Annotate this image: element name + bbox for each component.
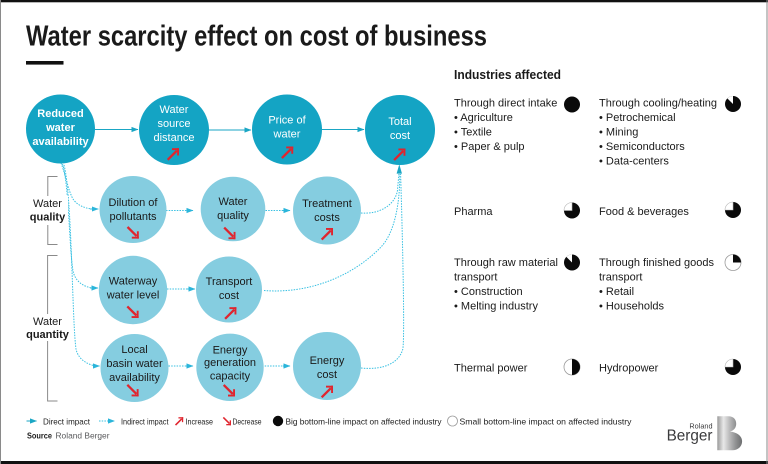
svg-text:basin water: basin water <box>106 358 163 370</box>
svg-text:Energy: Energy <box>213 345 248 357</box>
svg-text:Through raw material: Through raw material <box>454 257 558 269</box>
svg-text:• Paper & pulp: • Paper & pulp <box>454 141 525 153</box>
svg-text:costs: costs <box>314 212 340 224</box>
svg-text:water level: water level <box>106 290 160 302</box>
svg-text:Water: Water <box>33 198 62 210</box>
svg-text:Dilution of: Dilution of <box>109 197 159 209</box>
svg-text:quality: quality <box>217 210 249 222</box>
svg-text:Food & beverages: Food & beverages <box>599 206 689 218</box>
svg-text:• Textile: • Textile <box>454 127 492 139</box>
svg-text:pollutants: pollutants <box>109 211 157 223</box>
svg-text:distance: distance <box>154 132 195 144</box>
svg-text:Energy: Energy <box>310 355 345 367</box>
svg-text:Decrease: Decrease <box>233 416 262 426</box>
svg-text:water: water <box>273 129 301 141</box>
svg-text:Waterway: Waterway <box>109 276 158 288</box>
svg-text:Through cooling/heating: Through cooling/heating <box>599 98 717 110</box>
svg-text:Hydropower: Hydropower <box>599 363 659 375</box>
svg-text:quality: quality <box>30 212 66 224</box>
svg-text:Increase: Increase <box>186 416 214 426</box>
svg-text:• Petrochemical: • Petrochemical <box>599 112 676 124</box>
svg-text:• Mining: • Mining <box>599 127 638 139</box>
svg-text:cost: cost <box>390 130 410 142</box>
svg-text:Pharma: Pharma <box>454 206 493 218</box>
svg-text:water: water <box>45 122 75 134</box>
svg-text:Direct impact: Direct impact <box>43 416 91 426</box>
svg-text:capacity: capacity <box>210 371 251 383</box>
svg-text:• Households: • Households <box>599 301 665 313</box>
svg-text:Water: Water <box>33 316 62 328</box>
svg-text:Treatment: Treatment <box>302 198 352 210</box>
svg-text:transport: transport <box>599 272 642 284</box>
svg-text:transport: transport <box>454 272 497 284</box>
svg-text:• Construction: • Construction <box>454 286 523 298</box>
svg-text:• Semiconductors: • Semiconductors <box>599 141 685 153</box>
svg-text:Water: Water <box>219 196 248 208</box>
svg-text:Water scarcity effect on cost: Water scarcity effect on cost of busines… <box>26 21 487 53</box>
svg-text:availability: availability <box>32 136 89 148</box>
svg-text:• Data-centers: • Data-centers <box>599 156 669 168</box>
svg-text:generation: generation <box>204 357 256 369</box>
svg-text:Roland: Roland <box>689 422 712 431</box>
svg-text:Big bottom-line impact on affe: Big bottom-line impact on affected indus… <box>286 416 443 426</box>
svg-text:Reduced: Reduced <box>37 108 83 120</box>
svg-text:Small bottom-line impact on af: Small bottom-line impact on affected ind… <box>460 416 633 426</box>
svg-text:Water: Water <box>160 104 189 116</box>
svg-text:Total: Total <box>388 116 411 128</box>
svg-text:cost: cost <box>317 369 337 381</box>
svg-text:Berger: Berger <box>667 427 713 444</box>
svg-text:Price of: Price of <box>268 115 306 127</box>
svg-text:Local: Local <box>121 344 147 356</box>
svg-text:Source: Source <box>27 431 52 441</box>
svg-text:quantity: quantity <box>26 329 70 341</box>
svg-text:Roland Berger: Roland Berger <box>56 431 110 441</box>
svg-text:• Melting industry: • Melting industry <box>454 301 538 313</box>
svg-text:• Retail: • Retail <box>599 286 634 298</box>
svg-text:• Agriculture: • Agriculture <box>454 112 513 124</box>
svg-text:Through finished goods: Through finished goods <box>599 257 714 269</box>
svg-text:cost: cost <box>219 290 239 302</box>
svg-text:Transport: Transport <box>206 276 253 288</box>
svg-text:Industries affected: Industries affected <box>454 67 561 82</box>
svg-text:availability: availability <box>109 372 160 384</box>
svg-text:source: source <box>157 118 190 130</box>
svg-text:Thermal power: Thermal power <box>454 363 528 375</box>
svg-text:Through direct intake: Through direct intake <box>454 98 557 110</box>
svg-text:Indirect impact: Indirect impact <box>121 416 169 426</box>
